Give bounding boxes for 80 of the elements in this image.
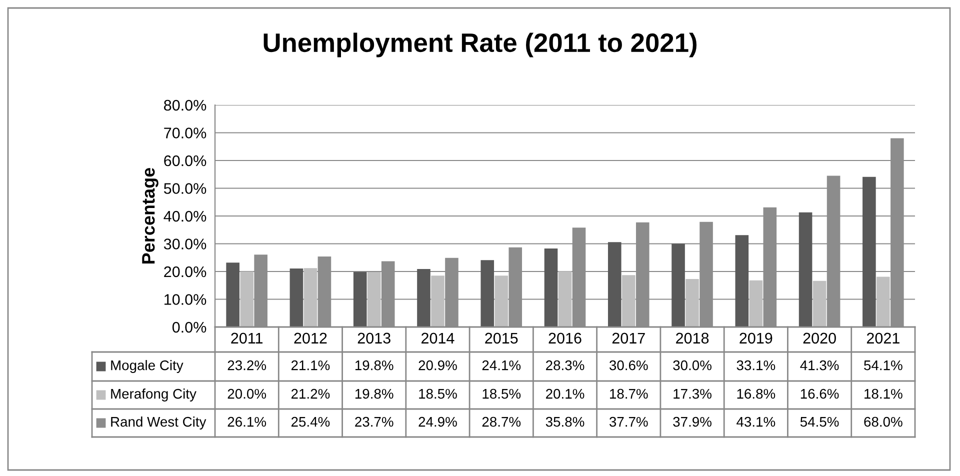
bar — [480, 260, 494, 327]
y-tick-label: 20.0% — [164, 266, 206, 278]
bar — [544, 248, 558, 327]
data-label: 19.8% — [355, 360, 394, 370]
data-label: 20.1% — [546, 388, 584, 399]
data-label: 24.1% — [482, 360, 521, 370]
data-label: 37.9% — [673, 416, 712, 427]
data-label: 23.7% — [355, 416, 394, 427]
data-label: 28.3% — [546, 360, 584, 370]
data-label: 68.0% — [864, 416, 902, 427]
data-label: 28.7% — [482, 416, 521, 427]
data-label: 18.5% — [419, 388, 457, 399]
data-label: 19.8% — [355, 388, 394, 399]
x-tick-label: 2020 — [803, 332, 836, 344]
x-tick-label: 2013 — [358, 332, 390, 344]
x-tick-label: 2011 — [231, 332, 263, 344]
data-label: 18.1% — [864, 388, 902, 399]
bar — [686, 278, 699, 327]
y-tick-label: 80.0% — [164, 100, 206, 111]
bar — [240, 272, 254, 327]
x-tick-label: 2016 — [548, 332, 582, 344]
x-tick-label: 2014 — [422, 332, 454, 344]
bar — [608, 242, 622, 327]
data-label: 16.6% — [800, 388, 839, 399]
bar — [226, 262, 240, 327]
data-label: 41.3% — [800, 360, 839, 370]
x-tick-label: 2018 — [676, 332, 709, 344]
legend-label: Rand West City — [111, 416, 206, 430]
y-tick-label: 10.0% — [164, 294, 206, 305]
chart-title: Unemployment Rate (2011 to 2021) — [264, 32, 696, 58]
data-label: 43.1% — [736, 416, 776, 427]
bar — [304, 268, 318, 327]
data-label: 17.3% — [674, 388, 712, 399]
y-tick-label: 40.0% — [164, 210, 206, 222]
bar — [672, 244, 685, 327]
bar — [558, 271, 572, 327]
legend-label: Mogale City — [111, 360, 184, 373]
bar — [494, 276, 508, 327]
bar — [353, 272, 367, 327]
data-label: 20.9% — [418, 360, 457, 370]
x-tick-label: 2017 — [612, 332, 645, 344]
data-label: 33.1% — [736, 360, 776, 370]
data-label: 26.1% — [228, 416, 266, 427]
bar — [749, 280, 763, 327]
data-label: 16.8% — [737, 388, 776, 399]
bar — [431, 276, 444, 327]
bar — [876, 276, 890, 327]
data-label: 30.0% — [673, 360, 712, 370]
data-label: 20.0% — [228, 388, 266, 399]
bar — [735, 235, 749, 327]
data-label: 54.5% — [800, 416, 839, 427]
bar — [290, 268, 304, 327]
x-tick-label: 2019 — [740, 332, 772, 344]
y-tick-label: 70.0% — [164, 128, 206, 138]
bar — [798, 212, 812, 327]
data-label: 18.7% — [610, 388, 648, 399]
y-tick-label: 0.0% — [172, 322, 206, 333]
data-label: 25.4% — [291, 416, 330, 427]
bar — [622, 275, 636, 327]
x-tick-label: 2015 — [485, 332, 518, 344]
data-label: 35.8% — [546, 416, 584, 427]
bar — [417, 269, 430, 327]
y-tick-label: 60.0% — [164, 155, 206, 166]
legend-label: Merafong City — [111, 388, 196, 402]
data-label: 21.2% — [291, 388, 330, 399]
data-label: 21.1% — [291, 360, 330, 370]
bar — [812, 280, 826, 327]
y-tick-label: 50.0% — [164, 183, 206, 194]
data-label: 23.2% — [228, 360, 266, 370]
data-label: 37.7% — [609, 416, 648, 427]
x-tick-label: 2021 — [866, 332, 900, 344]
data-label: 54.1% — [864, 360, 902, 370]
data-label: 30.6% — [609, 360, 648, 370]
bar — [367, 272, 381, 327]
y-axis-title: Percentage — [142, 168, 158, 264]
x-tick-label: 2012 — [294, 332, 327, 344]
data-label: 24.9% — [418, 416, 457, 427]
bar — [862, 176, 876, 327]
data-label: 18.5% — [482, 388, 521, 399]
y-tick-label: 30.0% — [164, 238, 206, 250]
